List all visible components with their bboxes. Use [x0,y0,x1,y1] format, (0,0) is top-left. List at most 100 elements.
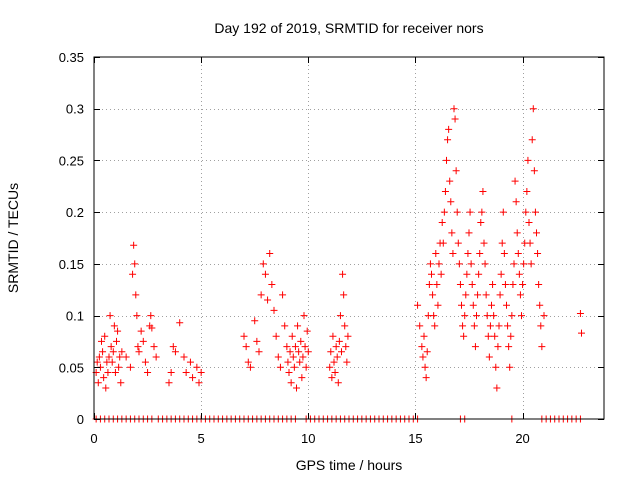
data-point [484,332,492,340]
data-point [186,358,194,366]
data-point [104,368,112,376]
data-point [289,353,297,361]
data-point [152,353,160,361]
data-point [535,281,543,289]
data-point [111,368,119,376]
data-point [477,218,485,226]
x-tick-label: 20 [515,431,529,446]
data-point [490,312,498,320]
data-point [445,125,453,133]
data-point [272,332,280,340]
data-point [475,270,483,278]
data-point [295,348,303,356]
data-point [100,374,108,382]
data-point [276,363,284,371]
data-point [423,348,431,356]
y-tick-label: 0.15 [59,257,84,272]
data-point [496,291,504,299]
data-point [469,301,477,309]
data-point [106,312,114,320]
data-point [440,208,448,216]
data-point [176,319,184,327]
data-point [326,363,334,371]
data-point [334,379,342,387]
data-point [93,358,101,366]
axis-ticks [94,57,604,420]
y-tick-label: 0.2 [66,205,84,220]
data-point [169,343,177,351]
data-point [195,379,203,387]
data-point [98,337,105,345]
data-point [340,291,348,299]
data-point [150,343,158,351]
data-point [303,327,311,335]
data-point [137,327,145,335]
data-point [482,291,490,299]
data-point [244,358,252,366]
data-point [466,208,474,216]
data-point [242,343,250,351]
data-point [509,281,517,289]
data-point [294,322,302,330]
data-point [297,337,305,345]
data-point [193,363,201,371]
data-point [332,343,340,351]
data-point [537,322,545,330]
data-point [414,301,422,309]
plot-frame [93,56,605,420]
x-tick-label: 15 [408,431,422,446]
data-point [513,229,521,237]
data-point [522,208,530,216]
data-point [131,260,139,268]
data-point [507,332,515,340]
data-point [148,324,156,332]
data-point [538,343,546,351]
data-point [433,281,441,289]
data-point [434,301,442,309]
data-point [133,312,141,320]
data-point [344,332,352,340]
data-point [450,105,458,113]
data-point [147,312,155,320]
data-point [501,281,509,289]
data-point [428,270,435,278]
data-point [286,348,294,356]
data-point [518,312,525,320]
data-point [105,353,113,361]
data-point [284,358,292,366]
data-point [251,317,259,325]
data-point [287,379,295,387]
data-point [329,332,337,340]
data-point [492,363,500,371]
data-point [448,229,456,237]
data-point [257,291,265,299]
data-point [300,312,308,320]
data-point [264,296,272,304]
data-point [94,379,102,387]
data-point [480,239,488,247]
data-point [497,270,505,278]
data-point [285,368,293,376]
data-point [274,353,282,361]
data-point [255,348,263,356]
data-point [253,337,261,345]
data-point [467,260,475,268]
data-point [259,260,267,268]
data-point [122,353,130,361]
data-point [333,353,341,361]
data-point [298,374,306,382]
data-point [510,260,518,268]
data-point [488,301,495,309]
data-point [343,358,351,366]
data-point [479,187,487,195]
x-axis-label: GPS time / hours [296,457,403,473]
data-point [505,343,513,351]
data-point [523,187,531,195]
data-point [540,312,548,320]
data-point [144,368,152,376]
data-point [461,312,469,320]
data-point [141,358,149,366]
data-point [416,322,424,330]
